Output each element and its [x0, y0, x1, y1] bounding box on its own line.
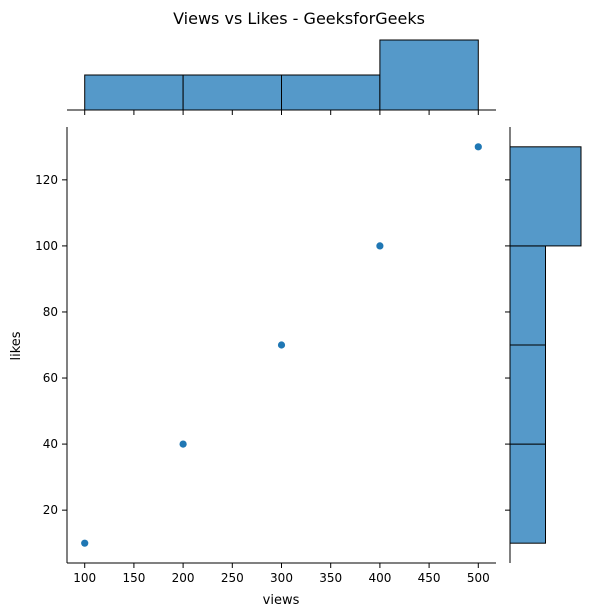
chart-title: Views vs Likes - GeeksforGeeks — [173, 9, 425, 28]
scatter-point — [179, 440, 187, 448]
y-tick-label: 60 — [43, 371, 58, 385]
x-tick-label: 200 — [172, 571, 195, 585]
marginal-y-bar — [509, 344, 546, 445]
x-tick-label: 450 — [418, 571, 441, 585]
marginal-y-bar — [509, 146, 582, 247]
x-tick-label: 250 — [221, 571, 244, 585]
x-tick-label: 350 — [319, 571, 342, 585]
y-tick-label: 80 — [43, 305, 58, 319]
y-tick-label: 120 — [35, 173, 58, 187]
marginal-x-bar — [281, 74, 381, 111]
x-axis-label: views — [263, 593, 300, 608]
scatter-points — [81, 143, 482, 547]
x-ticks: 100 150 200 250 300 350 400 450 500 — [73, 563, 490, 585]
marginal-x-bar — [379, 39, 479, 111]
x-tick-label: 400 — [368, 571, 391, 585]
y-tick-label: 100 — [35, 239, 58, 253]
scatter-point — [474, 143, 482, 151]
marginal-x-bar — [84, 74, 184, 111]
y-ticks: 20 40 60 80 100 120 — [35, 173, 67, 517]
x-tick-label: 500 — [467, 571, 490, 585]
marginal-y-bar — [509, 245, 546, 346]
marginal-x-bar — [182, 74, 282, 111]
marginal-y-bar — [509, 443, 546, 544]
x-tick-label: 100 — [73, 571, 96, 585]
x-tick-label: 300 — [270, 571, 293, 585]
y-axis-label: likes — [9, 331, 24, 360]
y-tick-label: 40 — [43, 437, 58, 451]
scatter-point — [376, 242, 384, 250]
x-tick-label: 150 — [122, 571, 145, 585]
marginal-x-histogram — [67, 39, 496, 115]
marginal-y-histogram — [505, 127, 582, 563]
scatter-point — [81, 539, 89, 547]
scatter-point — [277, 341, 286, 349]
y-tick-label: 20 — [43, 503, 58, 517]
scatter-axes: 100 150 200 250 300 350 400 450 500 204060801001… — [35, 127, 496, 585]
